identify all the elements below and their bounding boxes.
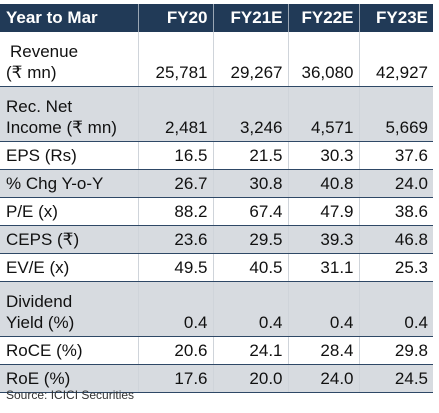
cell-fy22e: 28.4 xyxy=(288,336,360,365)
cell-fy23e: 29.8 xyxy=(359,336,433,365)
source-note: Source: ICICI Securities xyxy=(6,388,135,402)
row-label: Rec. Net Income (₹ mn) xyxy=(0,86,139,142)
cell-fy23e: 25.3 xyxy=(359,253,433,282)
row-eps: EPS (Rs) 16.5 21.5 30.3 37.6 xyxy=(0,141,433,170)
cell-fy23e: 24.5 xyxy=(359,364,433,393)
header-label: Year to Mar xyxy=(0,4,139,32)
header-fy20: FY20 xyxy=(138,4,214,32)
row-label: Revenue (₹ mn) xyxy=(0,32,139,87)
row-label: CEPS (₹) xyxy=(0,225,139,254)
cell-fy22e: 39.3 xyxy=(288,225,360,254)
cell-fy20: 16.5 xyxy=(138,141,214,170)
cell-fy21e: 20.0 xyxy=(213,364,289,393)
row-pe: P/E (x) 88.2 67.4 47.9 38.6 xyxy=(0,197,433,226)
row-label: EV/E (x) xyxy=(0,253,139,282)
cell-fy20: 0.4 xyxy=(138,281,214,337)
cell-fy21e: 24.1 xyxy=(213,336,289,365)
row-label: RoCE (%) xyxy=(0,336,139,365)
cell-fy23e: 0.4 xyxy=(359,281,433,337)
row-label: RoE (%) xyxy=(0,364,139,393)
row-ceps: CEPS (₹) 23.6 29.5 39.3 46.8 xyxy=(0,225,433,254)
cell-fy21e: 67.4 xyxy=(213,197,289,226)
row-net-income: Rec. Net Income (₹ mn) 2,481 3,246 4,571… xyxy=(0,86,433,142)
row-label: EPS (Rs) xyxy=(0,141,139,170)
cell-fy22e: 31.1 xyxy=(288,253,360,282)
cell-fy20: 20.6 xyxy=(138,336,214,365)
cell-fy22e: 36,080 xyxy=(288,32,360,87)
label-line: Rec. Net xyxy=(6,97,73,116)
cell-fy23e: 24.0 xyxy=(359,169,433,198)
row-revenue: Revenue (₹ mn) 25,781 29,267 36,080 42,9… xyxy=(0,32,433,87)
cell-fy22e: 4,571 xyxy=(288,86,360,142)
cell-fy21e: 30.8 xyxy=(213,169,289,198)
cell-fy20: 25,781 xyxy=(138,32,214,87)
label-line: Yield (%) xyxy=(6,313,75,332)
cell-fy23e: 5,669 xyxy=(359,86,433,142)
cell-fy22e: 40.8 xyxy=(288,169,360,198)
cell-fy20: 88.2 xyxy=(138,197,214,226)
cell-fy20: 26.7 xyxy=(138,169,214,198)
header-fy21e: FY21E xyxy=(213,4,289,32)
label-line: (₹ mn) xyxy=(6,63,57,82)
row-label: % Chg Y-o-Y xyxy=(0,169,139,198)
cell-fy21e: 21.5 xyxy=(213,141,289,170)
label-line: Income (₹ mn) xyxy=(6,118,117,137)
cell-fy20: 23.6 xyxy=(138,225,214,254)
cell-fy22e: 30.3 xyxy=(288,141,360,170)
cell-fy20: 17.6 xyxy=(138,364,214,393)
cell-fy21e: 29.5 xyxy=(213,225,289,254)
cell-fy21e: 3,246 xyxy=(213,86,289,142)
table-header-row: Year to Mar FY20 FY21E FY22E FY23E xyxy=(0,4,433,32)
financial-table: Year to Mar FY20 FY21E FY22E FY23E Reven… xyxy=(0,4,433,393)
cell-fy22e: 24.0 xyxy=(288,364,360,393)
row-ev-e: EV/E (x) 49.5 40.5 31.1 25.3 xyxy=(0,253,433,282)
row-pct-chg: % Chg Y-o-Y 26.7 30.8 40.8 24.0 xyxy=(0,169,433,198)
row-dividend-yield: Dividend Yield (%) 0.4 0.4 0.4 0.4 xyxy=(0,281,433,337)
header-fy23e: FY23E xyxy=(359,4,433,32)
row-roe: RoE (%) 17.6 20.0 24.0 24.5 xyxy=(0,364,433,393)
cell-fy21e: 40.5 xyxy=(213,253,289,282)
row-roce: RoCE (%) 20.6 24.1 28.4 29.8 xyxy=(0,336,433,365)
header-fy22e: FY22E xyxy=(288,4,360,32)
cell-fy20: 2,481 xyxy=(138,86,214,142)
cell-fy23e: 46.8 xyxy=(359,225,433,254)
row-label: Dividend Yield (%) xyxy=(0,281,139,337)
cell-fy20: 49.5 xyxy=(138,253,214,282)
cell-fy23e: 37.6 xyxy=(359,141,433,170)
label-line: Dividend xyxy=(6,292,73,311)
row-label: P/E (x) xyxy=(0,197,139,226)
cell-fy23e: 38.6 xyxy=(359,197,433,226)
cell-fy22e: 0.4 xyxy=(288,281,360,337)
cell-fy21e: 29,267 xyxy=(213,32,289,87)
cell-fy21e: 0.4 xyxy=(213,281,289,337)
label-line: Revenue xyxy=(10,42,79,61)
cell-fy23e: 42,927 xyxy=(359,32,433,87)
cell-fy22e: 47.9 xyxy=(288,197,360,226)
